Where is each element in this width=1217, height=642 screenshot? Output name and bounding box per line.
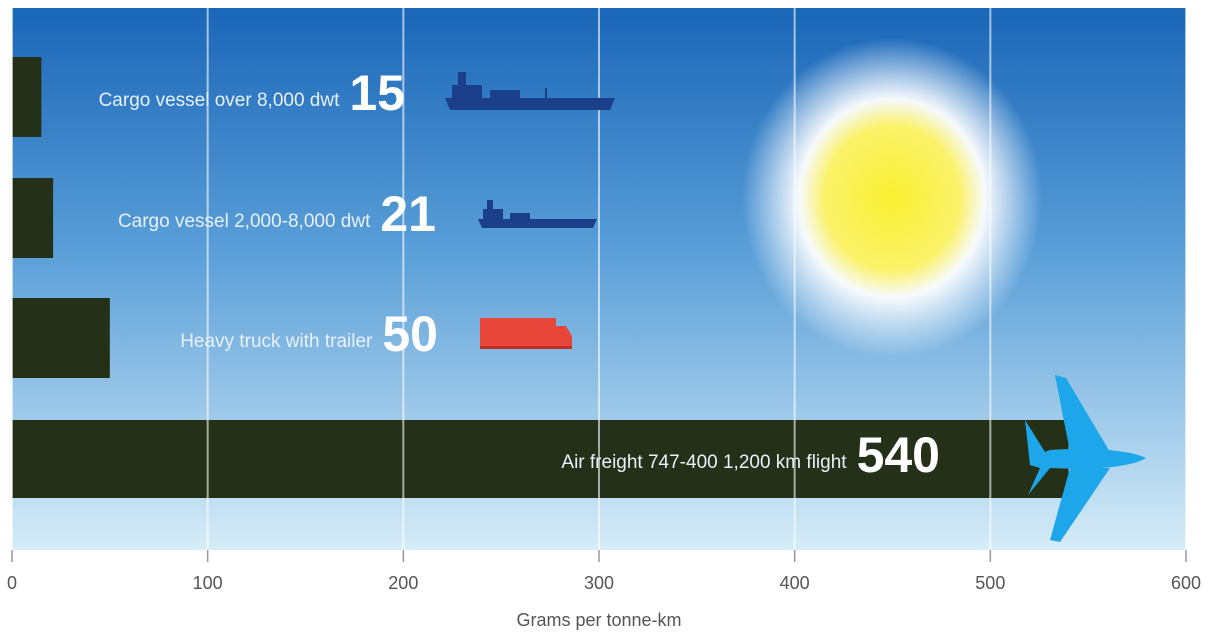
- category-label: Heavy truck with trailer: [180, 331, 373, 352]
- category-label: Cargo vessel over 8,000 dwt: [99, 90, 341, 111]
- bar: [12, 57, 42, 137]
- plane-icon: [1025, 375, 1146, 542]
- sun: [742, 38, 1042, 358]
- truck-icon: [480, 318, 572, 349]
- category-label: Cargo vessel 2,000-8,000 dwt: [118, 211, 371, 232]
- x-tick-label: 300: [584, 573, 614, 593]
- x-tick-label: 0: [7, 573, 17, 593]
- value-label: 50: [382, 306, 438, 362]
- x-tick-label: 500: [975, 573, 1005, 593]
- bar: [12, 420, 1069, 498]
- bar: [12, 178, 54, 258]
- x-tick-label: 100: [193, 573, 223, 593]
- value-label: 21: [380, 186, 436, 242]
- value-label: 15: [349, 65, 405, 121]
- x-tick-label: 200: [388, 573, 418, 593]
- icons: [445, 72, 1146, 542]
- ship-icon: [478, 200, 597, 228]
- bar: [12, 298, 110, 378]
- x-axis-title: Grams per tonne-km: [516, 610, 681, 630]
- ship-icon: [445, 72, 615, 110]
- x-tick-label: 400: [780, 573, 810, 593]
- category-label: Air freight 747-400 1,200 km flight: [561, 452, 847, 473]
- x-tick-label: 600: [1171, 573, 1201, 593]
- value-label: 540: [857, 427, 940, 483]
